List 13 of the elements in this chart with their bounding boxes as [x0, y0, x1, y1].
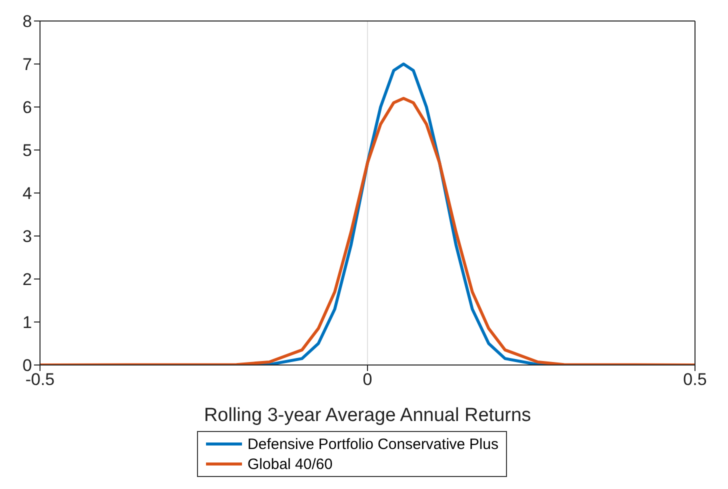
y-tick-label: 1: [22, 313, 32, 332]
y-tick-label: 7: [22, 55, 32, 74]
x-tick-label: 0: [362, 370, 372, 390]
y-tick-label: 5: [22, 141, 32, 160]
x-axis-title: Rolling 3-year Average Annual Returns: [204, 405, 532, 426]
legend-label: Global 40/60: [248, 456, 333, 472]
y-tick-label: 8: [22, 12, 32, 32]
legend-label: Defensive Portfolio Conservative Plus: [248, 436, 498, 452]
y-tick-label: 4: [22, 184, 32, 204]
y-tick-label: 2: [22, 270, 32, 290]
y-tick-label: 3: [22, 227, 32, 246]
y-tick-label: 6: [22, 98, 32, 118]
x-tick-label: 0.5: [683, 370, 707, 390]
